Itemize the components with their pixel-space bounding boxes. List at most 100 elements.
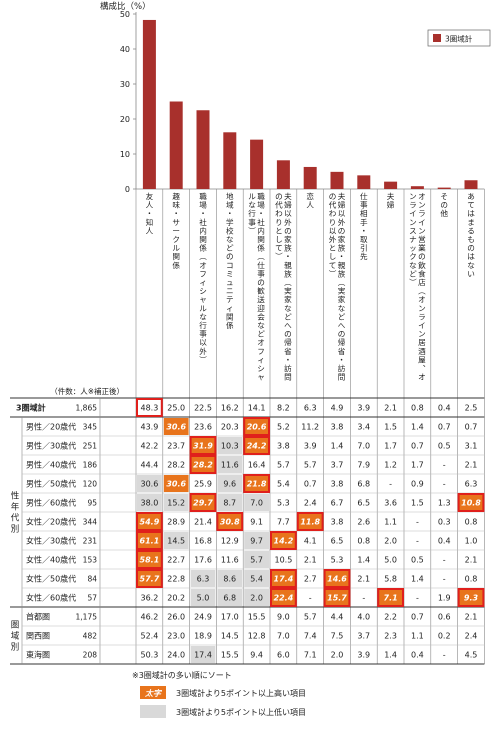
cell-low-bg	[190, 646, 216, 663]
cell-box	[457, 493, 485, 512]
table-cell: -	[443, 480, 446, 489]
table-cell: 0.7	[411, 442, 424, 451]
table-cell: 0.2	[438, 632, 451, 641]
row-label: 女性／50歳代	[26, 574, 76, 584]
table-cell: -	[309, 594, 312, 603]
bar	[437, 187, 451, 189]
category-label: その他	[440, 192, 448, 218]
table-cell: 1.4	[411, 423, 424, 432]
cell-high-bg	[271, 589, 296, 606]
cell-box	[270, 531, 297, 550]
table-cell: 7.1	[384, 594, 398, 603]
cell-high-bg	[244, 475, 269, 492]
category-label: 職場・社内関係︵仕事の歓送迎会などオフィシャルな行事︶	[248, 192, 265, 382]
table-cell: 10.3	[221, 442, 239, 451]
table-cell: 44.4	[140, 461, 158, 470]
cell-high-bg	[324, 589, 350, 606]
table-cell: 7.1	[304, 651, 317, 660]
y-tick-label: 10	[120, 150, 130, 159]
table-cell: 20.2	[167, 594, 185, 603]
table-cell: 4.9	[331, 404, 344, 413]
table-cell: 11.8	[300, 518, 320, 527]
table-cell: 17.4	[274, 575, 294, 584]
cell-box	[377, 588, 405, 607]
table-cell: 1.3	[438, 499, 451, 508]
category-label: オンライン営業の飲食店︵オンライン居酒屋︑オンラインスナックなど︶	[409, 192, 426, 382]
table-cell: 5.8	[384, 575, 397, 584]
cell-box	[243, 417, 270, 436]
row-label: 女性／40歳代	[26, 555, 76, 565]
table-cell: 5.7	[277, 461, 290, 470]
table-cell: 1.1	[411, 632, 424, 641]
bar	[250, 139, 264, 189]
table-cell: 17.6	[194, 556, 212, 565]
cell-low-bg	[190, 570, 216, 587]
table-cell: 6.3	[465, 480, 478, 489]
table-cell: 46.2	[140, 613, 158, 622]
table-cell: 6.8	[357, 480, 370, 489]
table-cell: 23.0	[167, 632, 185, 641]
table-cell: 48.3	[140, 404, 158, 413]
table-cell: 11.2	[301, 423, 319, 432]
cell-high-bg	[324, 570, 350, 587]
cell-high-bg	[137, 551, 162, 568]
high-legend-swatch	[140, 686, 166, 699]
table-cell: 3.8	[331, 518, 344, 527]
chart-bars	[142, 19, 478, 190]
cell-low-bg	[244, 532, 269, 549]
table-cell: 5.4	[277, 480, 290, 489]
table-cell: 5.2	[277, 423, 290, 432]
category-label: 夫婦	[387, 191, 395, 210]
table-cell: 29.7	[193, 499, 213, 508]
cell-high-bg	[217, 513, 243, 530]
row-sample-size: 344	[83, 518, 98, 527]
cell-box	[136, 531, 163, 550]
table-cell: 0.8	[357, 537, 370, 546]
table-cell: 38.0	[140, 499, 158, 508]
table-cell: 14.5	[167, 537, 185, 546]
category-label: 趣味・サークル関係	[172, 191, 180, 270]
row-sample-size: 251	[83, 442, 98, 451]
table-cell: 0.3	[438, 518, 451, 527]
cell-high-bg	[190, 456, 216, 473]
table-cell: 0.8	[465, 518, 478, 527]
legend-label: 3圏域計	[445, 34, 473, 44]
cell-box	[189, 493, 217, 512]
legend-swatch	[433, 34, 441, 42]
bar	[276, 160, 290, 189]
table-cell: -	[362, 594, 365, 603]
table-cell: 1.1	[384, 518, 397, 527]
cell-low-bg	[217, 456, 243, 473]
table-cell: 3.9	[304, 442, 317, 451]
row-sample-size: 208	[83, 651, 98, 660]
table-cell: 25.0	[167, 404, 185, 413]
table-cell: -	[416, 594, 419, 603]
group-label: 圏域別	[11, 621, 20, 653]
table-cell: 61.1	[140, 537, 160, 546]
table-cell: 57.7	[140, 575, 160, 584]
cell-high-bg	[137, 513, 162, 530]
table-cell: 14.2	[274, 537, 294, 546]
table-cell: 22.7	[167, 556, 185, 565]
table-cell: 16.8	[194, 537, 212, 546]
cell-low-bg	[244, 570, 269, 587]
table-cell: 0.8	[411, 404, 424, 413]
cell-high-bg	[271, 532, 296, 549]
table-cell: 16.2	[221, 404, 239, 413]
table-cell: 58.1	[140, 556, 160, 565]
table-cell: 6.7	[331, 499, 344, 508]
table-cell: 16.4	[248, 461, 266, 470]
table-cell: 4.5	[465, 651, 478, 660]
table-cell: 10.5	[274, 556, 292, 565]
cell-box	[457, 588, 485, 607]
table-cell: 2.2	[384, 613, 397, 622]
bar	[410, 186, 424, 189]
table-cell: 28.2	[193, 461, 213, 470]
cell-low-bg	[244, 494, 269, 511]
chart-axes: 構成比（%） 0 10 20 30 40 50	[100, 1, 485, 194]
table-cell: 6.3	[304, 404, 317, 413]
table-cell: 8.7	[223, 499, 236, 508]
table-cell: -	[416, 518, 419, 527]
table-cell: 2.0	[384, 537, 397, 546]
